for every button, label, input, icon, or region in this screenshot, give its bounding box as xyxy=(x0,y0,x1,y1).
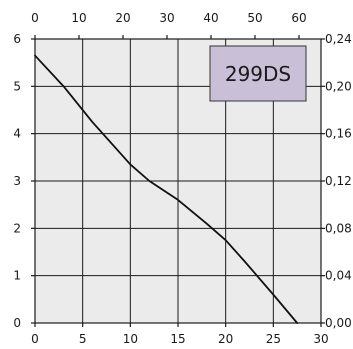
x-top-tick-label: 20 xyxy=(115,11,130,25)
plot-frame xyxy=(34,38,322,324)
y-left-tick-label: 1 xyxy=(13,269,21,283)
legend-label-299ds: 299DS xyxy=(225,62,291,86)
y-right-tick-label: 0,24 xyxy=(325,32,352,46)
axes xyxy=(31,35,325,327)
y-left-tick-label: 0 xyxy=(13,316,21,330)
y-left-tick-label: 4 xyxy=(13,127,21,141)
x-top-tick-label: 30 xyxy=(159,11,174,25)
y-left-tick-label: 3 xyxy=(13,174,21,188)
y-left-tick-label: 2 xyxy=(13,221,21,235)
y-left-tick-label: 5 xyxy=(13,79,21,93)
y-right-tick-label: 0,16 xyxy=(325,127,352,141)
x-top-tick-label: 50 xyxy=(247,11,262,25)
y-right-tick-label: 0,08 xyxy=(325,221,352,235)
x-top-tick-label: 0 xyxy=(31,11,39,25)
x-bottom-tick-label: 10 xyxy=(123,332,138,346)
y-right-tick-label: 0,04 xyxy=(325,269,352,283)
x-bottom-tick-label: 20 xyxy=(218,332,233,346)
y-right-tick-label: 0,12 xyxy=(325,174,352,188)
y-left-tick-label: 6 xyxy=(13,32,21,46)
x-top-tick-label: 40 xyxy=(203,11,218,25)
x-bottom-tick-label: 30 xyxy=(313,332,328,346)
legend: 299DS xyxy=(209,45,307,102)
series-line-299ds xyxy=(34,54,299,324)
x-bottom-tick-label: 5 xyxy=(79,332,87,346)
x-bottom-tick-label: 25 xyxy=(266,332,281,346)
x-top-tick-label: 60 xyxy=(291,11,306,25)
x-bottom-tick-label: 0 xyxy=(31,332,39,346)
y-right-tick-label: 0,20 xyxy=(325,79,352,93)
legend-box xyxy=(209,45,307,102)
x-top-tick-label: 10 xyxy=(71,11,86,25)
x-bottom-tick-label: 15 xyxy=(170,332,185,346)
series-layer xyxy=(34,54,299,324)
y-right-tick-label: 0,00 xyxy=(325,316,352,330)
